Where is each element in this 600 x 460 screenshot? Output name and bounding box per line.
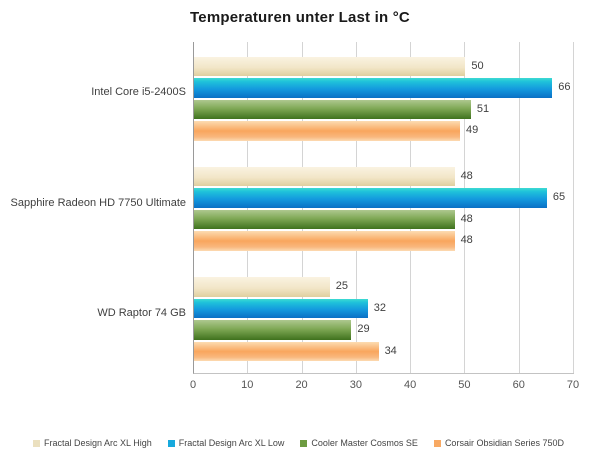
- bar-value-label: 48: [460, 234, 473, 247]
- bar: [194, 231, 455, 251]
- bar: [194, 320, 352, 340]
- legend-swatch-icon: [167, 439, 175, 447]
- plot-area: 50 66 51 49 48 65 48 48 25 32 29 34: [193, 42, 574, 374]
- legend-label: Corsair Obsidian Series 750D: [444, 438, 564, 448]
- bar-value-label: 25: [335, 280, 348, 293]
- legend-swatch-icon: [33, 439, 40, 447]
- category-label: Intel Core i5-2400S: [91, 86, 186, 99]
- legend-swatch-icon: [433, 439, 441, 447]
- bar-value-label: 48: [460, 169, 473, 182]
- x-axis-tick-label: 20: [295, 379, 308, 391]
- bar: [194, 166, 455, 187]
- gridline: [573, 42, 574, 373]
- bar-value-label: 48: [460, 212, 473, 225]
- bar-value-label: 51: [476, 102, 490, 115]
- bar: [194, 56, 466, 76]
- x-axis-tick-label: 10: [241, 379, 254, 391]
- x-axis-tick-label: 40: [404, 379, 417, 391]
- bar-value-label: 50: [471, 59, 484, 72]
- bar: [194, 209, 455, 230]
- chart-legend: Fractal Design Arc XL High Fractal Design…: [33, 438, 564, 448]
- x-axis-tick-label: 0: [189, 379, 197, 391]
- bar: [194, 188, 547, 208]
- legend-label: Fractal Design Arc XL Low: [178, 438, 285, 448]
- bar-value-label: 66: [558, 81, 571, 93]
- legend-item: Fractal Design Arc XL High: [33, 438, 152, 448]
- bar-value-label: 49: [466, 124, 479, 136]
- bar-value-label: 29: [357, 323, 370, 336]
- x-axis-tick-label: 30: [349, 379, 362, 391]
- bar: [194, 341, 379, 362]
- category-label: WD Raptor 74 GB: [97, 306, 186, 319]
- legend-item: Corsair Obsidian Series 750D: [433, 438, 564, 448]
- bar-value-label: 32: [373, 301, 386, 314]
- legend-item: Fractal Design Arc XL Low: [167, 438, 285, 448]
- bar: [194, 277, 330, 297]
- bar: [194, 78, 553, 98]
- bar-value-label: 34: [384, 344, 397, 357]
- x-axis-tick-label: 50: [458, 379, 471, 391]
- chart-title: Temperaturen unter Last in °C: [190, 9, 410, 26]
- x-axis-tick-label: 60: [512, 379, 525, 391]
- legend-label: Cooler Master Cosmos SE: [311, 438, 418, 448]
- x-axis-tick-label: 70: [566, 379, 580, 391]
- legend-item: Cooler Master Cosmos SE: [300, 438, 418, 448]
- category-label: Sapphire Radeon HD 7750 Ultimate: [10, 196, 187, 209]
- bar: [194, 121, 460, 141]
- bar: [194, 298, 368, 319]
- bar-value-label: 65: [552, 191, 566, 204]
- legend-label: Fractal Design Arc XL High: [44, 438, 152, 448]
- legend-swatch-icon: [300, 439, 308, 447]
- bar: [194, 99, 471, 119]
